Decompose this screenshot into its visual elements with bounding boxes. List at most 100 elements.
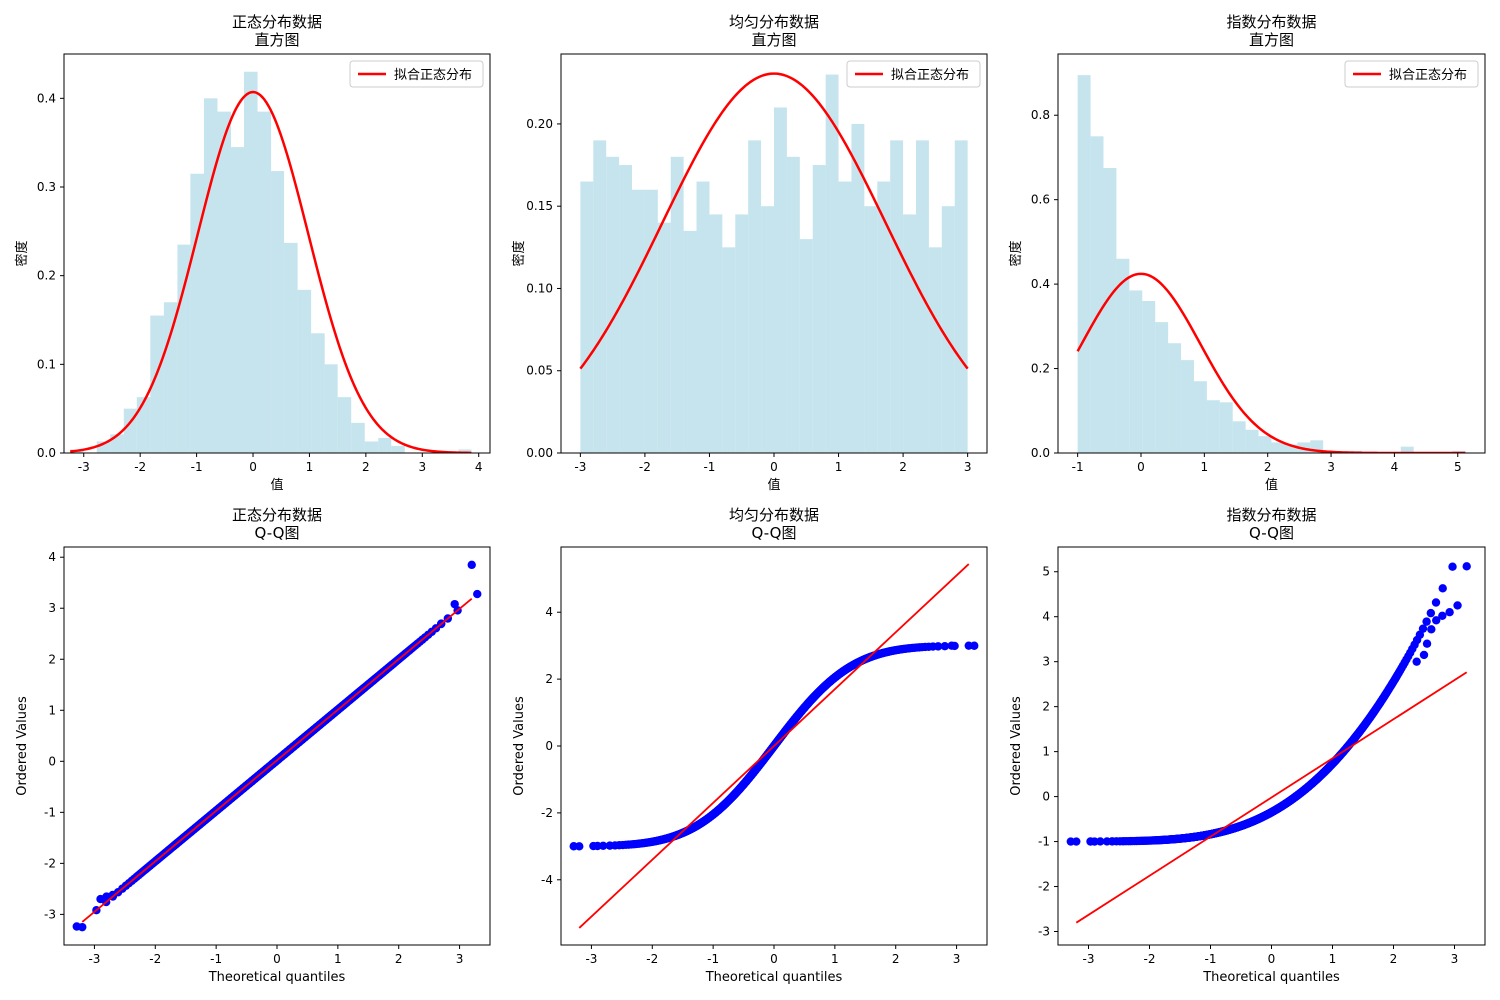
histogram-bar: [257, 111, 272, 453]
qq-point: [1453, 601, 1462, 610]
qq-point: [1422, 617, 1431, 626]
x-tick-label: 0: [1268, 952, 1276, 966]
x-tick-label: 1: [1329, 952, 1337, 966]
histogram-bar: [351, 422, 365, 453]
x-axis-label: 值: [1265, 477, 1278, 493]
x-tick-label: 2: [395, 952, 403, 966]
histogram-bar: [1400, 446, 1414, 453]
histogram-bar: [284, 242, 298, 453]
x-tick-label: 1: [1201, 460, 1209, 474]
histogram-bar: [1206, 400, 1220, 453]
y-axis-label: Ordered Values: [512, 696, 527, 796]
x-tick-label: 5: [1454, 460, 1462, 474]
histogram-bar: [1142, 301, 1156, 453]
x-tick-label: -1: [703, 460, 715, 474]
legend-frame: [349, 60, 484, 88]
subplot-title: 均匀分布数据: [729, 506, 819, 524]
histogram-bar: [1271, 442, 1285, 453]
histogram-bar: [1077, 75, 1091, 453]
y-tick-label: 0.8: [1031, 108, 1050, 122]
plot-area: [72, 560, 482, 932]
plot-area: [70, 71, 472, 453]
histogram-bar: [1155, 322, 1169, 453]
x-tick-label: 4: [1391, 460, 1399, 474]
x-tick-label: 1: [835, 460, 843, 474]
histogram-bar: [735, 214, 749, 453]
x-tick-label: 2: [1264, 460, 1272, 474]
x-tick-label: -1: [1205, 952, 1217, 966]
histogram-bar: [243, 71, 258, 453]
subplot-2: 拟合正态分布 -3 -2 -1 0 1 2 3 0.00 0.05 0.10 0.15 0.20 均匀分布…: [511, 13, 988, 493]
subplot-title: 正态分布数据: [232, 506, 322, 524]
x-tick-label: -3: [88, 952, 100, 966]
histogram-bar: [812, 165, 826, 453]
subplot-title: 指数分布数据: [1226, 13, 1316, 31]
x-tick-label: -1: [210, 952, 222, 966]
subplot-subtitle: Q-Q图: [1249, 524, 1294, 542]
y-tick-label: -3: [44, 907, 56, 921]
qq-point: [1431, 598, 1441, 607]
qq-point: [1412, 657, 1421, 666]
histogram-bar: [1090, 136, 1104, 453]
qq-point: [1419, 650, 1429, 660]
x-tick-label: -3: [574, 460, 586, 474]
x-tick-label: -2: [1144, 952, 1156, 966]
y-tick-label: 0.3: [37, 180, 56, 194]
axes-frame: [63, 53, 491, 454]
y-tick-label: 1: [48, 703, 56, 717]
x-tick-label: 0: [1137, 460, 1145, 474]
y-tick-label: 0: [545, 739, 553, 753]
y-axis-label: Ordered Values: [1009, 696, 1024, 796]
qq-point: [78, 922, 87, 932]
legend-frame: [846, 60, 981, 88]
histogram-bar: [1193, 381, 1207, 453]
axes-frame: [1057, 53, 1486, 454]
qq-fit-line: [81, 597, 473, 923]
histogram-bar: [391, 445, 405, 453]
histogram-bar: [864, 206, 878, 453]
x-tick-label: 3: [964, 460, 972, 474]
subplot-1: 拟合正态分布 -3 -2 -1 0 1 2 3 4 0.0 0.1 0.2 0.3 0.4 正态分布数据直方…: [14, 13, 491, 493]
x-tick-label: 3: [456, 952, 464, 966]
histogram-bar: [748, 140, 762, 453]
plot-area: [569, 563, 979, 929]
legend-frame: [1344, 60, 1479, 88]
histogram-bar: [954, 140, 968, 453]
plot-area: [579, 72, 969, 453]
histogram-bar: [619, 165, 632, 453]
y-tick-label: 5: [1042, 565, 1050, 579]
qq-point: [1426, 608, 1436, 618]
qq-point: [940, 641, 950, 651]
y-tick-label: 3: [48, 601, 56, 615]
qq-point: [964, 641, 973, 650]
fit-normal-curve: [579, 72, 969, 370]
x-tick-label: 0: [273, 952, 281, 966]
y-tick-label: 0.00: [526, 446, 553, 460]
histogram-bar: [1219, 402, 1233, 453]
y-tick-label: 0.2: [37, 269, 56, 283]
x-tick-label: 4: [475, 460, 483, 474]
histogram-bar: [458, 449, 472, 453]
y-tick-label: 0: [1042, 790, 1050, 804]
y-tick-label: -3: [1038, 925, 1050, 939]
qq-fit-line: [1075, 671, 1468, 924]
legend: 拟合正态分布: [349, 60, 484, 88]
histogram-bar: [761, 206, 774, 453]
x-tick-label: 2: [899, 460, 907, 474]
qq-point: [1072, 837, 1081, 846]
histogram-bar: [1245, 429, 1259, 453]
qq-point: [473, 589, 482, 599]
y-tick-label: -1: [1038, 835, 1050, 849]
x-tick-label: -3: [1083, 952, 1095, 966]
qq-point: [1432, 616, 1441, 625]
y-tick-label: 0.05: [526, 364, 553, 378]
histogram-bar: [606, 156, 620, 453]
x-axis-label: Theoretical quantiles: [1202, 970, 1340, 985]
histogram-bar: [1116, 258, 1130, 453]
x-tick-label: 0: [770, 460, 778, 474]
qq-point: [593, 841, 602, 851]
fit-normal-curve: [70, 90, 472, 453]
histogram-bar: [324, 364, 338, 453]
